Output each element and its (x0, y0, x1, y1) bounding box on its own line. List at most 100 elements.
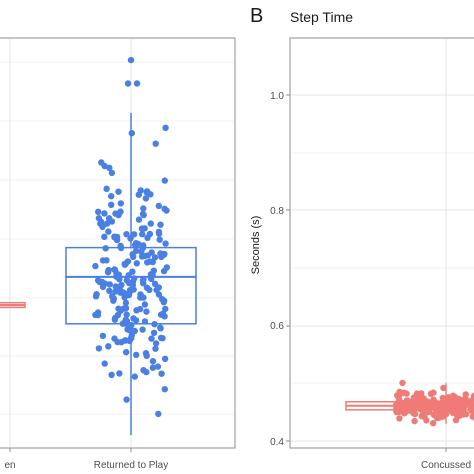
data-point (139, 277, 147, 284)
data-point (97, 220, 104, 227)
data-point (137, 294, 144, 301)
data-point (123, 396, 130, 403)
data-point (99, 278, 106, 286)
data-point (162, 240, 169, 247)
panel-a-xtick-label-0: en (4, 460, 15, 471)
data-point (141, 252, 149, 260)
data-point (152, 340, 160, 347)
data-point (402, 409, 409, 416)
panel-border (0, 37, 236, 449)
data-point (139, 231, 146, 238)
data-point (130, 253, 137, 261)
data-point (136, 305, 144, 313)
data-point (143, 352, 150, 359)
data-point (141, 318, 149, 325)
data-point (138, 225, 146, 232)
data-point (162, 305, 169, 313)
panel-b-ytick-label-2: 0.8 (270, 206, 284, 217)
data-point (92, 293, 100, 300)
data-point (121, 294, 128, 301)
outlier-point (124, 80, 132, 87)
data-point (151, 254, 159, 261)
data-point (104, 269, 112, 276)
panel-b: B Step Time 0.4 0.6 0.8 1.0 Seconds (s) … (250, 5, 474, 471)
data-point (142, 195, 150, 202)
data-point (127, 325, 134, 333)
data-point (126, 337, 133, 345)
panel-b-ytick-label-3: 1.0 (270, 91, 284, 102)
data-point (106, 287, 113, 294)
panel-b-grid (286, 39, 474, 447)
panel-b-ytick-label-0: 0.4 (270, 437, 284, 448)
data-point (130, 315, 137, 322)
panel-b-plot-area (289, 37, 474, 449)
data-point (133, 351, 140, 359)
data-point (160, 251, 168, 258)
data-point (117, 200, 125, 207)
box (65, 246, 197, 325)
data-point (143, 368, 150, 376)
data-point (144, 259, 151, 266)
data-point (161, 205, 168, 212)
data-point (128, 130, 135, 137)
data-point (111, 335, 118, 342)
outlier-point (133, 80, 141, 87)
data-point (152, 140, 159, 147)
data-point (137, 248, 145, 255)
data-point (122, 299, 130, 307)
data-point (108, 169, 116, 177)
data-point (105, 215, 113, 222)
data-point (106, 281, 113, 288)
data-point (148, 335, 155, 342)
data-point (116, 370, 123, 377)
data-point (111, 316, 119, 323)
data-point (108, 193, 115, 200)
data-point (157, 325, 164, 332)
data-point (99, 332, 107, 340)
data-point (123, 311, 130, 318)
data-point (159, 310, 167, 317)
data-point (160, 299, 167, 306)
data-point (101, 162, 108, 170)
data-point (440, 384, 447, 392)
data-point (418, 390, 425, 397)
data-point (122, 305, 130, 312)
panel-border (289, 37, 474, 449)
data-point (115, 305, 122, 312)
panel-a-xtick-label-1: Returned to Play (94, 460, 169, 471)
data-point (95, 215, 103, 222)
data-point (105, 228, 112, 235)
data-point (452, 417, 460, 424)
data-point (111, 266, 119, 274)
data-point (433, 407, 440, 414)
data-point (92, 311, 99, 319)
data-point (123, 349, 130, 356)
panel-b-letter: B (250, 5, 263, 27)
data-point (133, 260, 140, 267)
data-point (399, 379, 406, 387)
data-point (152, 345, 159, 352)
data-point (103, 220, 111, 227)
data-point (101, 210, 108, 217)
data-point (462, 391, 469, 398)
data-point (161, 355, 169, 362)
data-point (160, 267, 168, 275)
panel-b-xtick-label-0: Concussed (421, 460, 471, 471)
data-point (117, 208, 124, 215)
data-point (123, 277, 131, 284)
data-point (153, 286, 160, 294)
data-point (162, 124, 169, 131)
data-point (157, 221, 164, 228)
data-point (115, 188, 122, 195)
data-point (101, 233, 108, 240)
data-point (95, 345, 103, 352)
data-point (143, 284, 151, 291)
data-point (470, 395, 474, 402)
data-point (146, 230, 154, 238)
data-point (121, 260, 128, 268)
data-point (456, 395, 463, 403)
data-point (462, 411, 470, 418)
data-point (117, 289, 124, 296)
data-point (421, 413, 428, 420)
data-point (430, 420, 437, 427)
